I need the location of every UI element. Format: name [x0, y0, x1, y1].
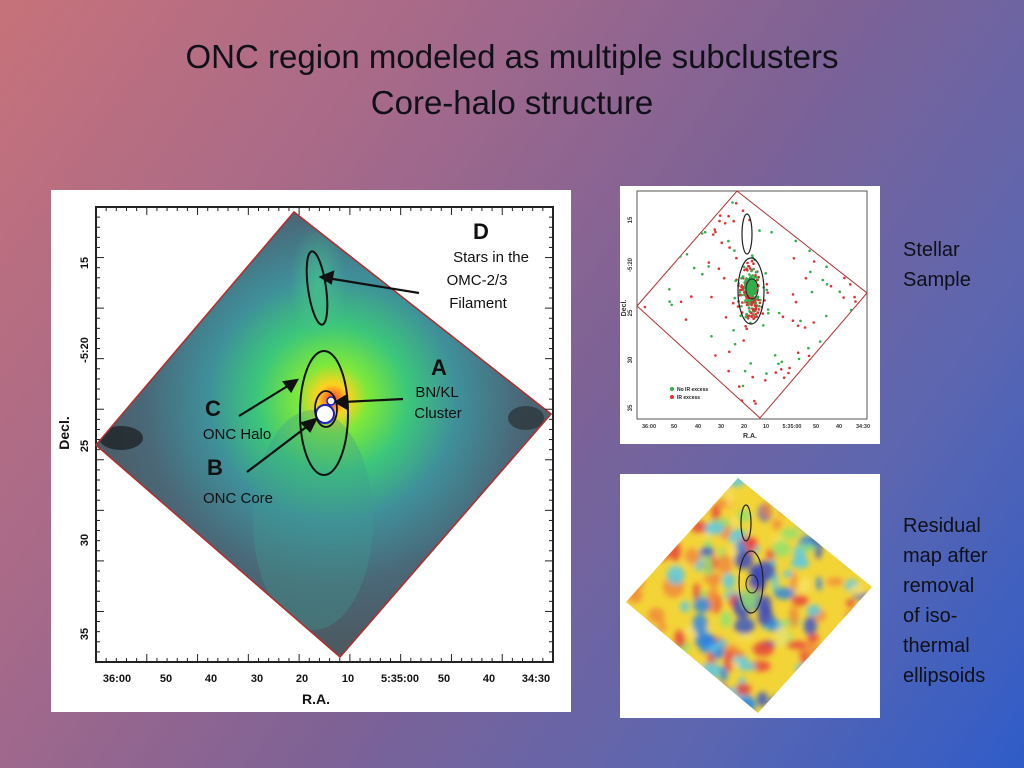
halo-ellipse: [299, 350, 349, 476]
x-tick-label: 20: [296, 673, 308, 685]
y-tick-label: -5:20: [79, 337, 91, 363]
x-tick-label: 30: [251, 673, 263, 685]
halo-ellipse: [738, 550, 764, 614]
onc-density-map: D Stars in the OMC-2/3 Filament A BN/KL …: [56, 206, 554, 707]
dark-patch-left: [99, 426, 143, 450]
x-tick-label: 5:35:00: [381, 673, 419, 685]
caption-line: ellipsoids: [903, 665, 986, 687]
x-tick-label: 20: [741, 424, 747, 430]
plot-frame: [95, 206, 554, 663]
residual-caption: Residual map after removal of iso- therm…: [903, 511, 1013, 691]
diamond-outline: [636, 190, 868, 419]
halo-glow: [253, 410, 373, 630]
x-tick-label: 36:00: [642, 424, 656, 430]
bnkl-star-marker: [326, 396, 336, 406]
x-tick-label: 10: [763, 424, 769, 430]
stellar-caption: Stellar Sample: [903, 235, 1013, 295]
x-tick-label: 34:30: [522, 673, 550, 685]
plot-frame: [636, 190, 868, 420]
label-d-line1: Stars in the: [453, 249, 529, 266]
x-tick-label: 36:00: [103, 673, 131, 685]
x-tick-label: 30: [718, 424, 724, 430]
density-diamond: [96, 212, 551, 657]
y-tick-label: 35: [79, 628, 91, 640]
caption-line: Stellar: [903, 239, 960, 261]
y-tick-labels: 15 -5:20 25 30 35: [628, 216, 634, 411]
label-d-line3: Filament: [449, 295, 507, 312]
label-c-letter: C: [205, 396, 221, 421]
caption-line: Sample: [903, 269, 971, 291]
filament-ellipse: [740, 504, 752, 542]
x-tick-labels: 36:00 50 40 30 20 10 5:35:00 50 40 34:30: [642, 424, 870, 430]
legend-marker-no-ir: [670, 387, 674, 391]
label-a-letter: A: [431, 355, 447, 380]
caption-line: map after: [903, 545, 988, 567]
core-ellipse: [745, 574, 759, 594]
x-tick-labels: 36:00 50 40 30 20 10 5:35:00 50 40 34:30: [103, 673, 550, 685]
caption-line: thermal: [903, 635, 970, 657]
x-tick-label: 5:35:00: [783, 424, 802, 430]
y-tick-label: 30: [628, 356, 634, 363]
y-tick-label: 35: [628, 404, 634, 411]
x-tick-label: 50: [813, 424, 819, 430]
slide-title: ONC region modeled as multiple subcluste…: [0, 34, 1024, 126]
x-tick-label: 10: [342, 673, 354, 685]
core-ellipse: [314, 390, 338, 428]
label-d-letter: D: [473, 219, 489, 244]
x-axis-label: R.A.: [743, 433, 757, 440]
title-line-2: Core-halo structure: [370, 84, 654, 121]
x-tick-label: 40: [483, 673, 495, 685]
caption-line: of iso-: [903, 605, 958, 627]
label-b-letter: B: [207, 455, 223, 480]
label-a-line2: Cluster: [414, 405, 462, 422]
filament-ellipse: [741, 213, 753, 255]
onc-density-map-figure: D Stars in the OMC-2/3 Filament A BN/KL …: [51, 190, 571, 712]
x-axis-label: R.A.: [302, 691, 330, 707]
y-tick-label: 25: [628, 309, 634, 316]
legend-label-no-ir: No IR excess: [677, 387, 708, 393]
legend: No IR excess IR excess: [670, 387, 708, 401]
stellar-sample-figure: No IR excess IR excess 15 -5:20 25 30 35…: [620, 186, 880, 444]
label-a-line1: BN/KL: [415, 384, 458, 401]
label-c-text: ONC Halo: [203, 426, 271, 443]
caption-line: removal: [903, 575, 975, 597]
label-d-line2: OMC-2/3: [447, 272, 508, 289]
y-tick-label: 30: [79, 534, 91, 546]
filament-glow: [290, 225, 346, 345]
legend-marker-ir: [670, 395, 674, 399]
core-star-marker: [315, 404, 335, 424]
residual-map-figure: [620, 474, 880, 718]
label-b-text: ONC Core: [203, 490, 273, 507]
x-tick-label: 40: [836, 424, 842, 430]
x-tick-label: 50: [160, 673, 172, 685]
x-tick-label: 40: [205, 673, 217, 685]
stellar-sample-plot: No IR excess IR excess 15 -5:20 25 30 35…: [621, 190, 870, 440]
legend-label-ir: IR excess: [677, 395, 700, 401]
y-tick-label: -5:20: [628, 257, 634, 272]
x-tick-label: 40: [695, 424, 701, 430]
y-tick-labels: 15 -5:20 25 30 35: [79, 257, 91, 640]
caption-line: Residual: [903, 515, 981, 537]
y-axis-label: Decl.: [56, 416, 72, 449]
y-axis-label: Decl.: [621, 300, 628, 317]
y-tick-label: 25: [79, 440, 91, 452]
core-ellipse: [745, 278, 759, 300]
x-tick-label: 34:30: [856, 424, 870, 430]
y-tick-label: 15: [628, 216, 634, 223]
y-tick-label: 15: [79, 257, 91, 269]
diamond-outline: [94, 210, 553, 659]
dark-patch-right: [508, 406, 544, 430]
x-tick-label: 50: [671, 424, 677, 430]
x-tick-label: 50: [438, 673, 450, 685]
annotation-arrows: [238, 270, 420, 473]
filament-ellipse: [305, 250, 329, 326]
title-line-1: ONC region modeled as multiple subcluste…: [185, 38, 839, 75]
axis-ticks: [95, 206, 554, 663]
residual-map: [626, 478, 872, 713]
halo-ellipse: [737, 257, 765, 325]
